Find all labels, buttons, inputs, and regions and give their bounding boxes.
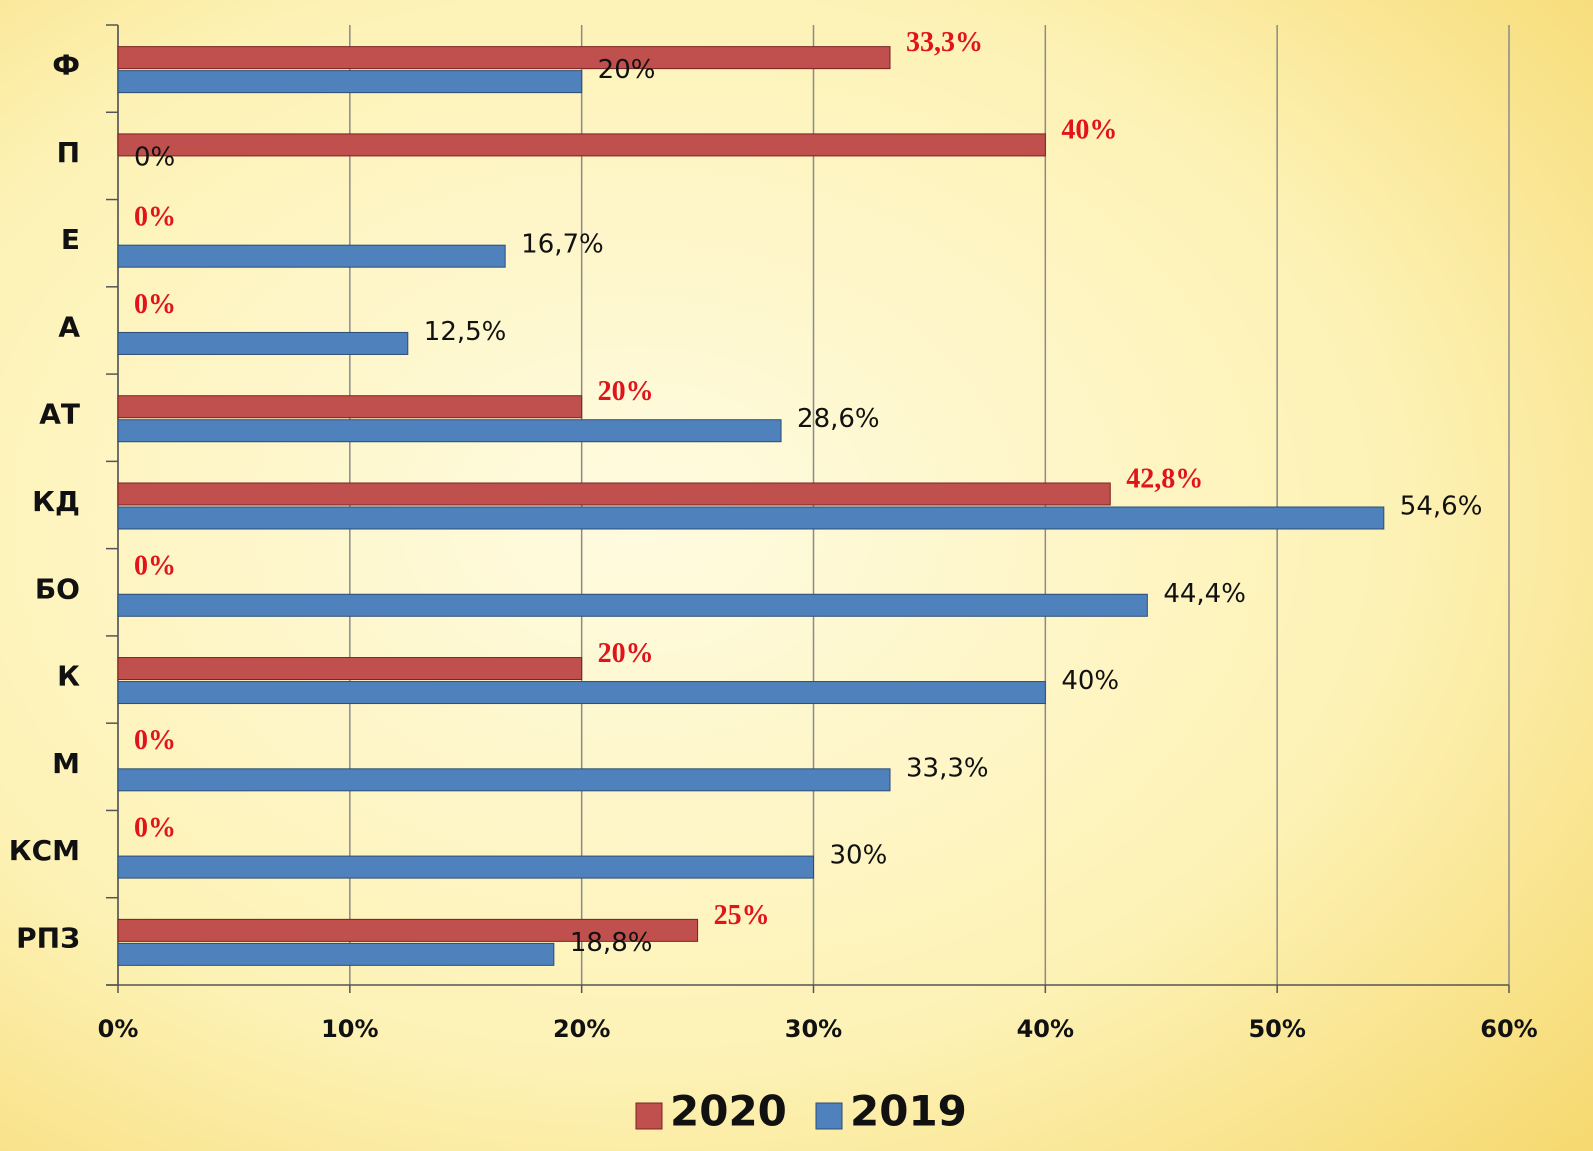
value-label: 0% <box>134 289 176 320</box>
value-label: 12,5% <box>424 317 507 347</box>
x-tick-label: 10% <box>321 1015 378 1043</box>
y-tick-label: М <box>52 747 80 780</box>
legend-swatch <box>635 1102 663 1130</box>
value-label: 33,3% <box>906 27 983 58</box>
bar <box>117 331 409 355</box>
y-tick-label: РПЗ <box>16 921 80 954</box>
x-tick-label: 30% <box>785 1015 842 1043</box>
x-tick-label: 40% <box>1017 1015 1074 1043</box>
value-label: 16,7% <box>521 230 604 260</box>
bar <box>117 593 1148 617</box>
value-label: 20% <box>598 55 656 85</box>
value-label: 42,8% <box>1126 463 1203 494</box>
y-tick-label: КД <box>32 485 80 518</box>
bar <box>117 918 699 942</box>
bar <box>117 244 506 268</box>
value-label: 20% <box>598 638 654 669</box>
legend-swatch <box>815 1102 843 1130</box>
y-tick-label: КСМ <box>9 834 80 867</box>
bar <box>117 942 555 966</box>
value-label: 0% <box>134 725 176 756</box>
bar <box>117 395 583 419</box>
bar <box>117 46 891 70</box>
legend-label: 2020 <box>670 1087 787 1136</box>
bar <box>117 419 782 443</box>
bar <box>117 70 583 94</box>
bar <box>117 506 1385 530</box>
bar <box>117 855 814 879</box>
y-tick-label: Ф <box>52 49 80 82</box>
value-label: 40% <box>1061 114 1117 145</box>
legend-label: 2019 <box>850 1087 967 1136</box>
x-tick-label: 20% <box>553 1015 610 1043</box>
y-tick-label: Е <box>61 223 80 256</box>
y-tick-label: А <box>58 310 80 343</box>
value-label: 28,6% <box>797 404 880 434</box>
value-label: 0% <box>134 551 176 582</box>
value-label: 0% <box>134 813 176 844</box>
bar <box>117 482 1111 506</box>
y-tick-label: К <box>57 660 80 693</box>
value-label: 0% <box>134 202 176 233</box>
value-label: 0% <box>134 142 175 172</box>
value-label: 54,6% <box>1400 492 1483 522</box>
bar <box>117 657 583 681</box>
y-tick-label: АТ <box>39 398 80 431</box>
x-tick-label: 60% <box>1480 1015 1537 1043</box>
x-tick-label: 0% <box>98 1015 139 1043</box>
value-label: 20% <box>598 376 654 407</box>
value-label: 44,4% <box>1163 579 1246 609</box>
bar <box>117 768 891 792</box>
bar <box>117 133 1046 157</box>
value-label: 25% <box>714 900 770 931</box>
y-tick-label: П <box>57 136 80 169</box>
value-label: 33,3% <box>906 753 989 783</box>
x-tick-label: 50% <box>1248 1015 1305 1043</box>
y-tick-label: БО <box>35 572 80 605</box>
value-label: 30% <box>830 841 888 871</box>
bar <box>117 681 1046 705</box>
value-label: 18,8% <box>570 928 653 958</box>
value-label: 40% <box>1061 666 1119 696</box>
